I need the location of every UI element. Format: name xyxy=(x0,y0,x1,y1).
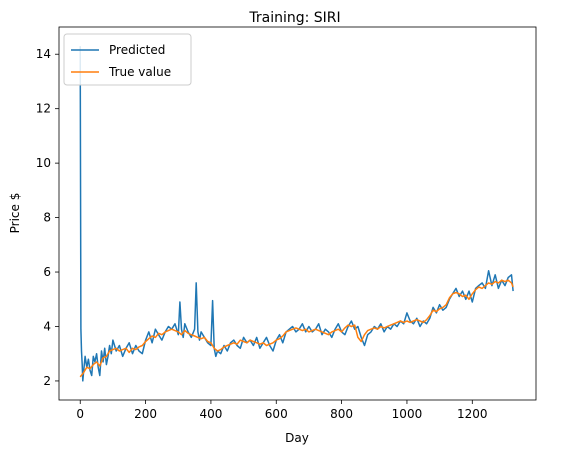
y-tick-label: 2 xyxy=(43,374,51,388)
y-axis-ticks: 2 4 6 8 10 12 14 xyxy=(36,47,59,388)
x-tick-label: 1000 xyxy=(392,407,423,421)
x-axis-ticks: 0 200 400 600 800 1000 1200 xyxy=(76,400,488,421)
plot-area xyxy=(58,26,537,401)
x-tick-label: 1200 xyxy=(457,407,488,421)
x-tick-label: 400 xyxy=(199,407,222,421)
legend-label-true-value: True value xyxy=(108,65,171,79)
y-tick-label: 12 xyxy=(36,102,51,116)
x-tick-label: 0 xyxy=(76,407,84,421)
x-tick-label: 800 xyxy=(330,407,353,421)
x-tick-label: 600 xyxy=(265,407,288,421)
y-tick-label: 14 xyxy=(36,47,51,61)
y-tick-label: 4 xyxy=(43,319,51,333)
series-line-true-value xyxy=(79,279,514,378)
plot-frame xyxy=(58,26,537,401)
x-tick-label: 200 xyxy=(134,407,157,421)
y-axis-label: Price $ xyxy=(8,193,22,234)
y-tick-label: 10 xyxy=(36,156,51,170)
chart-title: Training: SIRI xyxy=(248,10,340,26)
legend-label-predicted: Predicted xyxy=(109,43,165,57)
y-tick-label: 6 xyxy=(43,265,51,279)
legend: Predicted True value xyxy=(63,33,192,86)
x-axis-label: Day xyxy=(285,431,309,445)
y-tick-label: 8 xyxy=(43,211,51,225)
